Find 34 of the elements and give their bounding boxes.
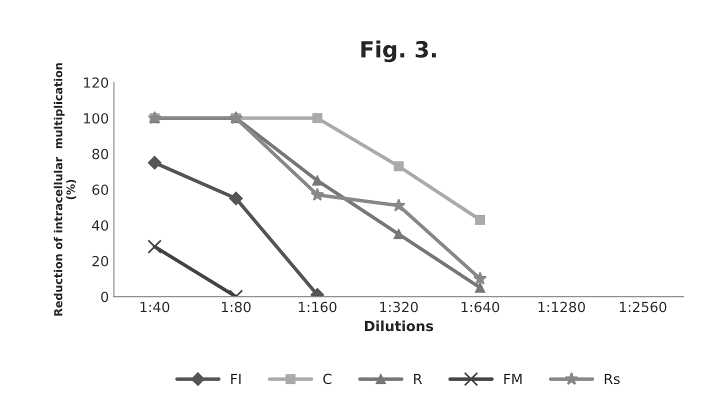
x-tick-label: 1:320 bbox=[380, 302, 418, 312]
point bbox=[312, 176, 322, 186]
point bbox=[394, 229, 404, 240]
y-tick-label: 120 bbox=[84, 77, 108, 88]
x-tick-label: 1:1280 bbox=[538, 302, 585, 312]
y-tick-label: 100 bbox=[84, 113, 108, 124]
point bbox=[392, 198, 406, 212]
x-tick-label: 1:80 bbox=[222, 302, 251, 312]
point bbox=[475, 282, 486, 293]
y-tick-label: 80 bbox=[92, 148, 108, 160]
point bbox=[394, 161, 404, 172]
legend-label: R bbox=[414, 374, 422, 384]
point bbox=[148, 156, 162, 170]
y-tick-label: 60 bbox=[92, 184, 108, 195]
legend-label: FM bbox=[504, 374, 522, 384]
x-tick-label: 1:40 bbox=[140, 302, 170, 312]
legend-label: C bbox=[323, 374, 332, 384]
point bbox=[229, 192, 243, 206]
x-tick-label: 1:160 bbox=[298, 302, 336, 312]
x-tick-label: 1:2560 bbox=[620, 302, 666, 312]
point bbox=[310, 188, 324, 201]
point bbox=[312, 113, 322, 124]
y-tick-label: 40 bbox=[92, 220, 108, 231]
y-axis-title: Reduction of intracellular multiplication (%) bbox=[54, 63, 76, 316]
y-tick-label: 20 bbox=[92, 256, 108, 266]
y-tick-label: 0 bbox=[101, 292, 108, 302]
point bbox=[475, 214, 486, 225]
x-tick-label: 1:640 bbox=[462, 302, 500, 312]
legend-label: Rs bbox=[604, 374, 620, 384]
chart-title: Fig. 3. bbox=[361, 40, 436, 62]
legend-label: FI bbox=[231, 374, 241, 384]
x-axis-title: Dilutions bbox=[364, 320, 434, 332]
point bbox=[148, 240, 162, 254]
point bbox=[473, 272, 487, 285]
